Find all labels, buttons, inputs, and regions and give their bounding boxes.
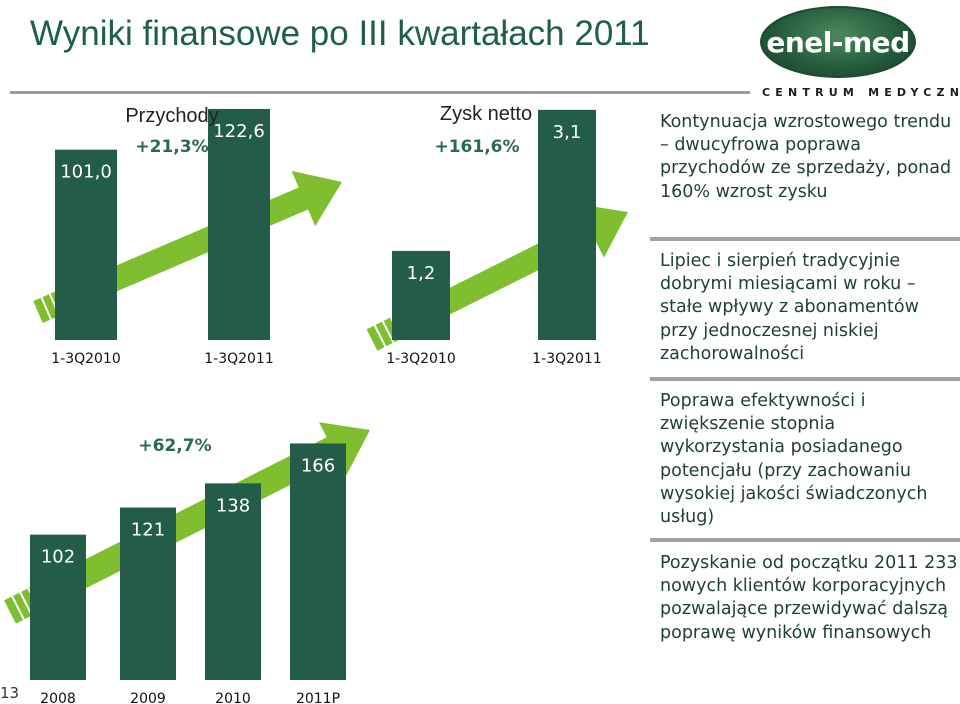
enel-med-logo: enel-med [760, 6, 916, 78]
category-label: 2008 [40, 691, 76, 704]
bar [205, 483, 261, 680]
bar [120, 507, 176, 680]
bar-value-label: 1,2 [407, 263, 436, 284]
arrow-tail-stripe [19, 591, 33, 616]
arrow-tail-stripe [381, 320, 395, 344]
chart-title: Zysk netto [440, 103, 532, 125]
category-label: 2011P [296, 691, 340, 704]
arrow-tail-stripe [373, 324, 387, 348]
bar [30, 534, 86, 680]
arrow-tail-stripe [11, 595, 25, 620]
bullet-separator [650, 237, 960, 241]
growth-label: +21,3% [135, 137, 208, 157]
bar [290, 443, 346, 680]
bullet-item-4: Pozyskanie od początku 2011 233 nowych k… [660, 553, 958, 643]
bar [208, 108, 270, 340]
category-label: 1-3Q2011 [204, 351, 274, 367]
bar [392, 250, 450, 340]
category-label: 2009 [130, 691, 166, 704]
page-number: 13 [0, 684, 20, 702]
category-label: 1-3Q2010 [51, 351, 121, 367]
growth-arrow [4, 422, 370, 624]
title-divider [10, 91, 750, 94]
logo-subtitle: CENTRUM MEDYCZNE [762, 86, 960, 99]
bar-value-label: 101,0 [60, 162, 112, 183]
page-title: Wyniki finansowe po III kwartałach 2011 [30, 14, 650, 53]
growth-label: +161,6% [434, 137, 519, 157]
bullet-item-1: Kontynuacja wzrostowego trendu – dwucyfr… [660, 112, 952, 202]
category-label: 1-3Q2011 [532, 351, 602, 367]
bullet-item-3: Poprawa efektywności i zwiększenie stopn… [660, 391, 928, 528]
bar-value-label: 166 [301, 455, 335, 476]
growth-label: +62,7% [138, 436, 211, 456]
bar [55, 149, 117, 340]
bar-value-label: 121 [131, 520, 165, 541]
bullet-separator [650, 538, 960, 542]
bullet-separator [650, 377, 960, 381]
arrow-tail-stripe [40, 297, 52, 320]
bar-value-label: 138 [216, 495, 250, 516]
bar-value-label: 102 [41, 547, 75, 568]
chart-title: Przychody [125, 105, 218, 127]
bullet-item-2: Lipiec i sierpień tradycyjnie dobrymi mi… [660, 251, 919, 364]
category-label: 2010 [215, 691, 251, 704]
category-label: 1-3Q2010 [386, 351, 456, 367]
logo-wordmark: enel-med [766, 25, 910, 59]
bar-value-label: 3,1 [553, 122, 582, 143]
bar [538, 109, 596, 341]
bar-value-label: 122,6 [213, 121, 265, 142]
